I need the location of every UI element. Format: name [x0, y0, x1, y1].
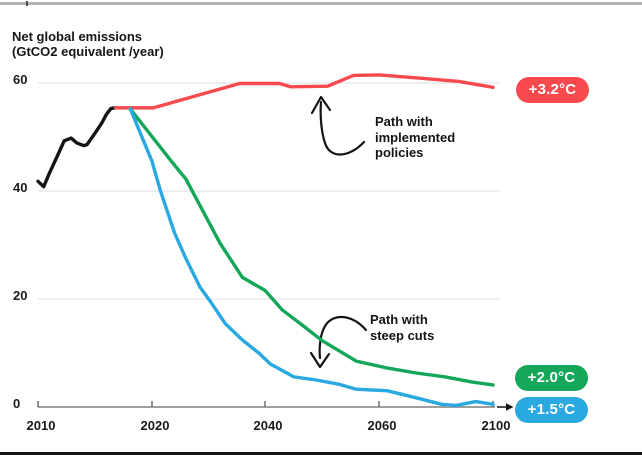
- curved-arrow-down-icon: [309, 315, 368, 369]
- x-tick-label: 2040: [254, 418, 283, 433]
- annotation-line: policies: [375, 145, 424, 160]
- y-tick-label: 0: [13, 396, 20, 411]
- series-path-with-implemented-policies: [113, 73, 495, 110]
- window-top-border: [0, 2, 642, 5]
- badge-plus-2-0c: +2.0°C: [515, 365, 588, 391]
- y-tick-label: 60: [13, 72, 27, 87]
- x-tick-label: 2060: [368, 418, 397, 433]
- annotation-line: Path with: [370, 312, 428, 327]
- x-tick-label: 2100: [482, 418, 511, 433]
- chart-title-line1: Net global emissions: [12, 29, 143, 44]
- annotation-line: steep cuts: [370, 327, 435, 343]
- chart-title: Net global emissions (GtCO2 equivalent /…: [12, 29, 164, 59]
- annotation-line: implemented: [375, 129, 456, 145]
- annotation-steep-cuts: Path with steep cuts: [370, 312, 434, 343]
- x-tick-label: 2020: [141, 418, 170, 433]
- y-tick-label: 40: [13, 180, 27, 195]
- annotation-implemented-policies: Path with implemented policies: [375, 114, 455, 161]
- page-bottom-rule: [0, 452, 642, 455]
- window-edge-artifact: [26, 1, 28, 6]
- badge-plus-1-5c: +1.5°C: [515, 397, 588, 423]
- series-historical-emissions: [36, 106, 118, 189]
- annotation-line: Path with: [375, 114, 433, 129]
- curved-arrow-up-icon: [310, 95, 366, 156]
- series-path-with-steep-cuts-2.0C: [128, 107, 495, 387]
- series-path-with-steep-cuts-1.5C: [128, 107, 495, 408]
- axis-arrow-icon: [497, 403, 514, 411]
- y-tick-label: 20: [13, 288, 27, 303]
- x-tick-label: 2010: [27, 418, 56, 433]
- badge-plus-3-2c: +3.2°C: [516, 77, 589, 103]
- chart-title-line2: (GtCO2 equivalent /year): [12, 44, 164, 59]
